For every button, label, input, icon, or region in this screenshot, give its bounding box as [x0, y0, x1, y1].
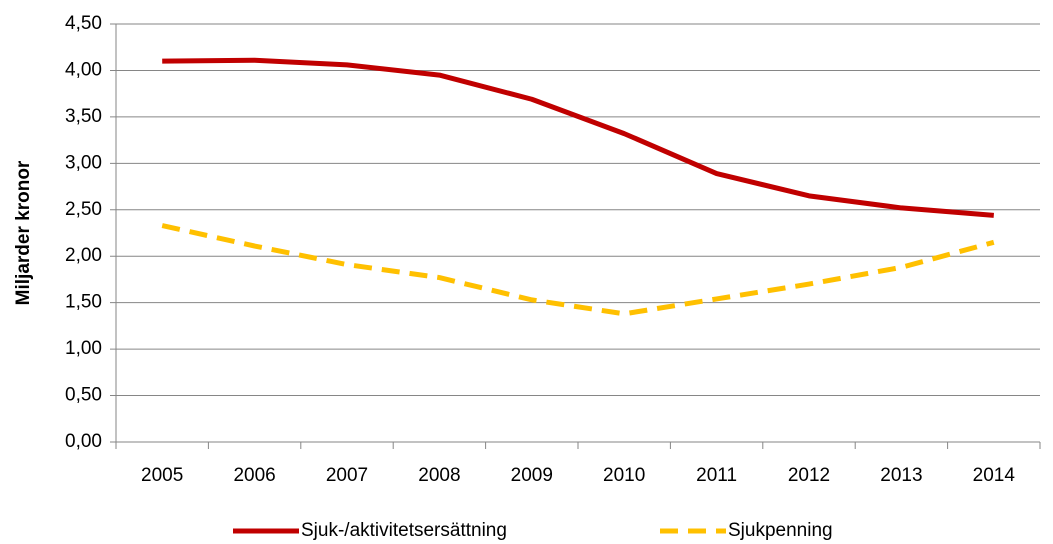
x-tick-label: 2009 [511, 465, 553, 486]
y-tick-label: 0,00 [65, 431, 102, 452]
x-tick-label: 2006 [233, 465, 275, 486]
x-tick-label: 2013 [880, 465, 922, 486]
y-tick-label: 3,00 [65, 152, 102, 173]
y-axis-label: Miljarder kronor [13, 160, 34, 305]
line-series [161, 223, 995, 317]
y-tick-label: 2,50 [65, 199, 102, 220]
y-tick-label: 1,00 [65, 338, 102, 359]
y-tick-label: 1,50 [65, 292, 102, 313]
y-tick-label: 4,00 [65, 59, 102, 80]
line-series [162, 57, 995, 218]
x-tick-label: 2011 [696, 465, 737, 486]
x-tick-label: 2005 [141, 465, 183, 486]
x-tick-label: 2010 [603, 465, 645, 486]
legend-label: Sjuk-/aktivitetsersättning [301, 520, 507, 541]
x-tick-label: 2012 [788, 465, 830, 486]
y-tick-label: 0,50 [65, 385, 102, 406]
y-tick-label: 4,50 [65, 13, 102, 34]
y-tick-label: 2,00 [65, 245, 102, 266]
legend-label: Sjukpenning [728, 520, 833, 541]
x-tick-label: 2007 [326, 465, 368, 486]
y-tick-label: 3,50 [65, 106, 102, 127]
x-tick-label: 2014 [973, 465, 1016, 486]
x-tick-label: 2008 [418, 465, 460, 486]
